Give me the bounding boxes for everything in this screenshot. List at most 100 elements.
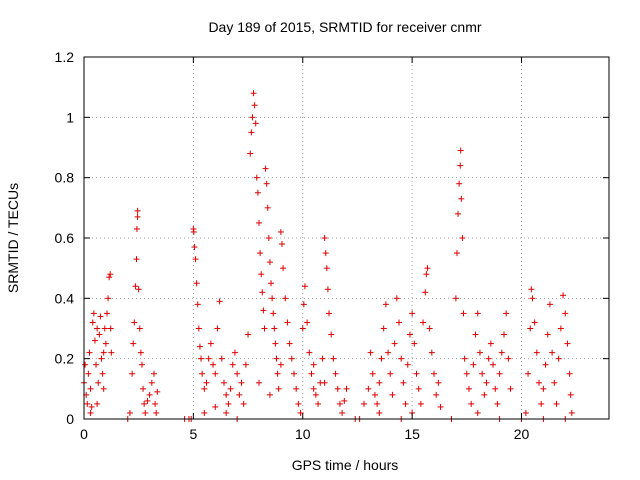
data-point: [201, 409, 208, 416]
y-tick-labels: 0 0.2 0.4 0.6 0.8 1 1.2: [55, 49, 75, 427]
data-point: [466, 385, 472, 392]
data-point: [422, 289, 429, 296]
data-point: [533, 349, 540, 356]
data-point: [195, 325, 202, 332]
data-points: [81, 90, 575, 422]
data-point: [424, 265, 431, 272]
data-point: [214, 325, 221, 332]
data-point: [553, 400, 560, 407]
data-point: [242, 361, 249, 368]
data-point: [299, 325, 306, 332]
x-tick-label: 15: [404, 426, 420, 442]
data-point: [99, 370, 106, 377]
data-point: [248, 129, 255, 136]
data-point: [231, 349, 238, 356]
data-point: [391, 340, 398, 347]
data-point: [544, 331, 551, 338]
data-point: [420, 319, 427, 326]
data-point: [304, 319, 311, 326]
data-point: [87, 385, 94, 392]
data-point: [555, 355, 562, 362]
data-point: [339, 409, 346, 416]
data-point: [490, 361, 497, 368]
data-point: [415, 385, 422, 392]
data-point: [306, 349, 313, 356]
data-point: [84, 400, 91, 407]
data-point: [376, 409, 383, 416]
data-point: [247, 150, 254, 157]
data-point: [210, 361, 217, 368]
data-point: [494, 400, 501, 407]
data-point: [258, 271, 265, 278]
data-point: [107, 325, 114, 332]
data-point: [380, 325, 387, 332]
data-point: [223, 391, 230, 398]
data-point: [406, 331, 413, 338]
data-point: [312, 391, 319, 398]
data-point: [236, 391, 243, 398]
data-point: [308, 370, 315, 377]
data-point: [136, 325, 143, 332]
data-point: [196, 343, 203, 350]
data-point: [566, 370, 573, 377]
data-point: [284, 319, 291, 326]
data-point: [456, 180, 463, 187]
data-point: [522, 409, 529, 416]
data-point: [402, 400, 409, 407]
data-point: [262, 165, 269, 172]
data-point: [82, 361, 89, 368]
data-point: [130, 340, 137, 347]
data-point: [97, 313, 104, 320]
grid: [84, 57, 609, 419]
x-tick-label: 20: [514, 426, 530, 442]
data-point: [141, 400, 148, 407]
data-point: [108, 349, 115, 356]
y-tick-label: 0.6: [55, 230, 75, 246]
data-point: [297, 409, 304, 416]
data-point: [263, 180, 270, 187]
data-point: [148, 379, 155, 386]
data-point: [470, 361, 477, 368]
data-point: [277, 228, 284, 235]
data-point: [531, 319, 538, 326]
data-point: [428, 349, 435, 356]
data-point: [133, 256, 140, 263]
data-point: [409, 310, 416, 317]
data-point: [498, 349, 505, 356]
chart-title: Day 189 of 2015, SRMTID for receiver cnm…: [208, 19, 481, 35]
data-point: [105, 295, 112, 302]
data-point: [396, 319, 402, 326]
data-point: [142, 409, 149, 416]
data-point: [423, 271, 430, 278]
x-tick-label: 5: [189, 426, 197, 442]
data-point: [334, 385, 341, 392]
data-point: [94, 325, 101, 332]
data-point: [293, 385, 300, 392]
data-point: [468, 400, 475, 407]
data-point: [328, 331, 335, 338]
data-point: [374, 400, 381, 407]
data-point: [93, 361, 100, 368]
data-point: [568, 409, 575, 416]
data-point: [564, 340, 571, 347]
data-point: [341, 397, 348, 404]
data-point: [301, 283, 308, 290]
data-point: [218, 355, 225, 362]
data-point: [479, 370, 486, 377]
data-point: [216, 298, 223, 305]
data-point: [474, 409, 481, 416]
data-point: [137, 349, 144, 356]
data-point: [476, 349, 483, 356]
data-point: [225, 400, 232, 407]
x-tick-labels: 0 5 10 15 20: [80, 426, 529, 442]
data-point: [132, 283, 139, 290]
data-point: [152, 400, 159, 407]
data-point: [207, 340, 214, 347]
data-point: [131, 319, 138, 326]
data-point: [234, 370, 241, 377]
data-point: [567, 391, 574, 398]
data-point: [527, 325, 534, 332]
data-point: [319, 355, 326, 362]
y-axis-title: SRMTID / TECUs: [5, 183, 21, 293]
data-point: [426, 325, 433, 332]
